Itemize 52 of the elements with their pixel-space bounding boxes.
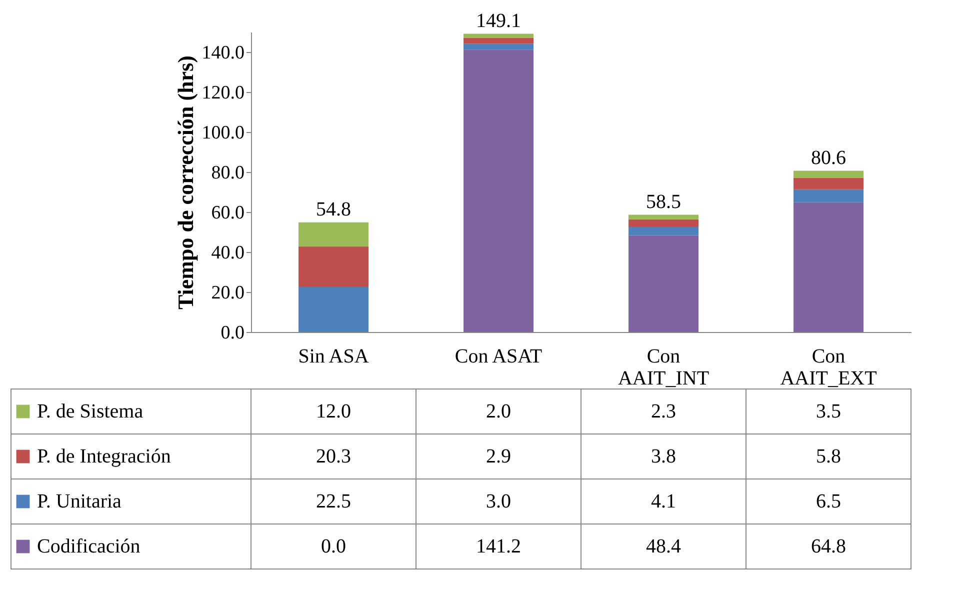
bar bbox=[298, 222, 368, 246]
legend-label: Codificación bbox=[37, 536, 140, 558]
data-label: 22.5 bbox=[316, 490, 351, 512]
data-label: 4.1 bbox=[651, 490, 676, 512]
total-label: 80.6 bbox=[811, 146, 846, 169]
total-label: 54.8 bbox=[316, 198, 351, 220]
bar bbox=[298, 246, 368, 287]
y-tick-label: 100.0 bbox=[202, 122, 244, 144]
bar bbox=[628, 219, 698, 227]
data-label: 20.3 bbox=[316, 446, 351, 468]
y-axis-title: Tiempo de corrección (hrs) bbox=[172, 56, 198, 310]
x-tick-label: Con ASAT bbox=[454, 346, 542, 368]
data-label: 48.4 bbox=[646, 536, 681, 558]
x-tick-label: Sin ASA bbox=[298, 346, 370, 368]
data-label: 12.0 bbox=[316, 400, 351, 422]
data-label: 3.5 bbox=[816, 400, 841, 422]
legend-label: P. Unitaria bbox=[37, 490, 122, 512]
bar bbox=[464, 44, 534, 50]
y-tick-label: 20.0 bbox=[211, 282, 244, 304]
bar bbox=[794, 202, 864, 332]
bar bbox=[628, 227, 698, 236]
bar bbox=[298, 287, 368, 332]
data-label: 0.0 bbox=[321, 536, 346, 558]
data-label: 2.9 bbox=[486, 446, 511, 468]
data-label: 141.2 bbox=[476, 536, 521, 558]
legend-label: P. de Sistema bbox=[37, 400, 144, 422]
bar bbox=[464, 34, 534, 38]
data-label: 5.8 bbox=[816, 446, 841, 468]
total-label: 58.5 bbox=[646, 190, 681, 213]
y-tick-label: 140.0 bbox=[202, 42, 244, 64]
data-label: 2.0 bbox=[486, 400, 511, 422]
y-tick-label: 80.0 bbox=[211, 162, 244, 184]
y-tick-label: 0.0 bbox=[220, 322, 244, 344]
total-label: 149.1 bbox=[476, 10, 521, 32]
data-label: 64.8 bbox=[811, 536, 846, 558]
bar bbox=[628, 235, 698, 332]
data-label: 3.8 bbox=[651, 446, 676, 468]
bar bbox=[464, 50, 534, 332]
data-label: 2.3 bbox=[651, 400, 676, 422]
legend-label: P. de Integración bbox=[37, 446, 171, 468]
bar bbox=[628, 214, 698, 220]
bar bbox=[464, 38, 534, 44]
data-label: 3.0 bbox=[486, 490, 511, 512]
bar bbox=[794, 170, 864, 178]
data-label: 6.5 bbox=[816, 490, 841, 512]
y-tick-label: 40.0 bbox=[211, 242, 244, 264]
y-tick-label: 60.0 bbox=[211, 202, 244, 224]
bar bbox=[794, 189, 864, 202]
x-tick-label: Con AAIT_INT bbox=[618, 346, 710, 390]
bar bbox=[794, 178, 864, 190]
x-tick-label: Con AAIT_EXT bbox=[780, 346, 877, 390]
y-tick-label: 120.0 bbox=[202, 82, 244, 104]
